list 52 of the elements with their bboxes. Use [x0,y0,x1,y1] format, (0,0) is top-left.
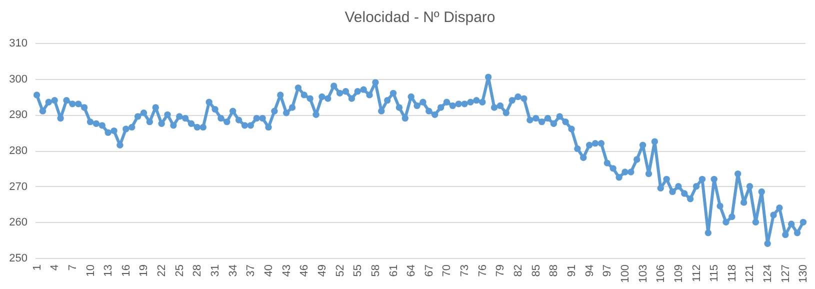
x-tick-label: 76 [476,264,489,277]
x-tick-label: 85 [530,264,542,277]
x-tick-label: 28 [192,264,204,277]
x-tick-label: 91 [566,264,578,277]
x-tick-label: 1 [31,264,44,271]
x-tick-label: 16 [120,264,132,277]
x-tick-label: 79 [494,264,507,277]
x-tick-label: 34 [227,264,240,277]
x-tick-label: 118 [726,264,738,282]
x-tick-label: 121 [744,264,756,283]
y-tick-label: 300 [9,73,28,86]
x-tick-label: 112 [690,264,703,282]
x-tick-label: 100 [619,264,632,283]
y-tick-label: 270 [9,180,28,193]
x-tick-label: 115 [708,264,721,282]
x-tick-label: 109 [672,264,685,283]
y-tick-label: 260 [9,216,28,229]
x-tick-label: 127 [780,264,792,283]
x-tick-label: 40 [262,264,275,277]
x-tick-label: 31 [210,264,222,277]
x-tick-label: 43 [280,264,293,277]
x-tick-label: 67 [423,264,436,277]
x-tick-label: 103 [637,264,650,283]
x-tick-label: 7 [66,264,79,271]
y-tick-label: 290 [9,109,28,122]
x-tick-label: 94 [584,264,596,277]
x-tick-label: 13 [102,264,115,277]
x-tick-label: 52 [334,264,346,277]
x-tick-label: 88 [548,264,560,277]
y-tick-label: 250 [9,252,28,264]
x-tick-label: 82 [512,264,525,277]
x-tick-label: 124 [762,264,774,283]
x-tick-label: 73 [459,264,472,277]
y-tick-label: 310 [9,38,28,50]
x-tick-label: 19 [138,264,150,277]
x-tick-label: 130 [798,264,810,283]
x-tick-label: 37 [245,264,258,277]
x-tick-label: 25 [174,264,186,277]
y-tick-label: 280 [9,145,28,157]
x-tick-label: 10 [84,264,97,277]
x-tick-label: 61 [388,264,400,277]
x-tick-label: 55 [352,264,364,277]
x-tick-label: 106 [655,264,668,283]
x-tick-label: 46 [298,264,311,277]
x-tick-label: 49 [316,264,328,277]
x-tick-label: 4 [49,264,62,271]
chart-title: Velocidad - Nº Disparo [344,9,496,26]
x-tick-label: 64 [406,264,418,277]
x-tick-label: 58 [370,264,382,277]
x-tick-label: 22 [156,264,168,277]
x-tick-label: 97 [602,264,614,277]
x-tick-label: 70 [441,264,454,277]
